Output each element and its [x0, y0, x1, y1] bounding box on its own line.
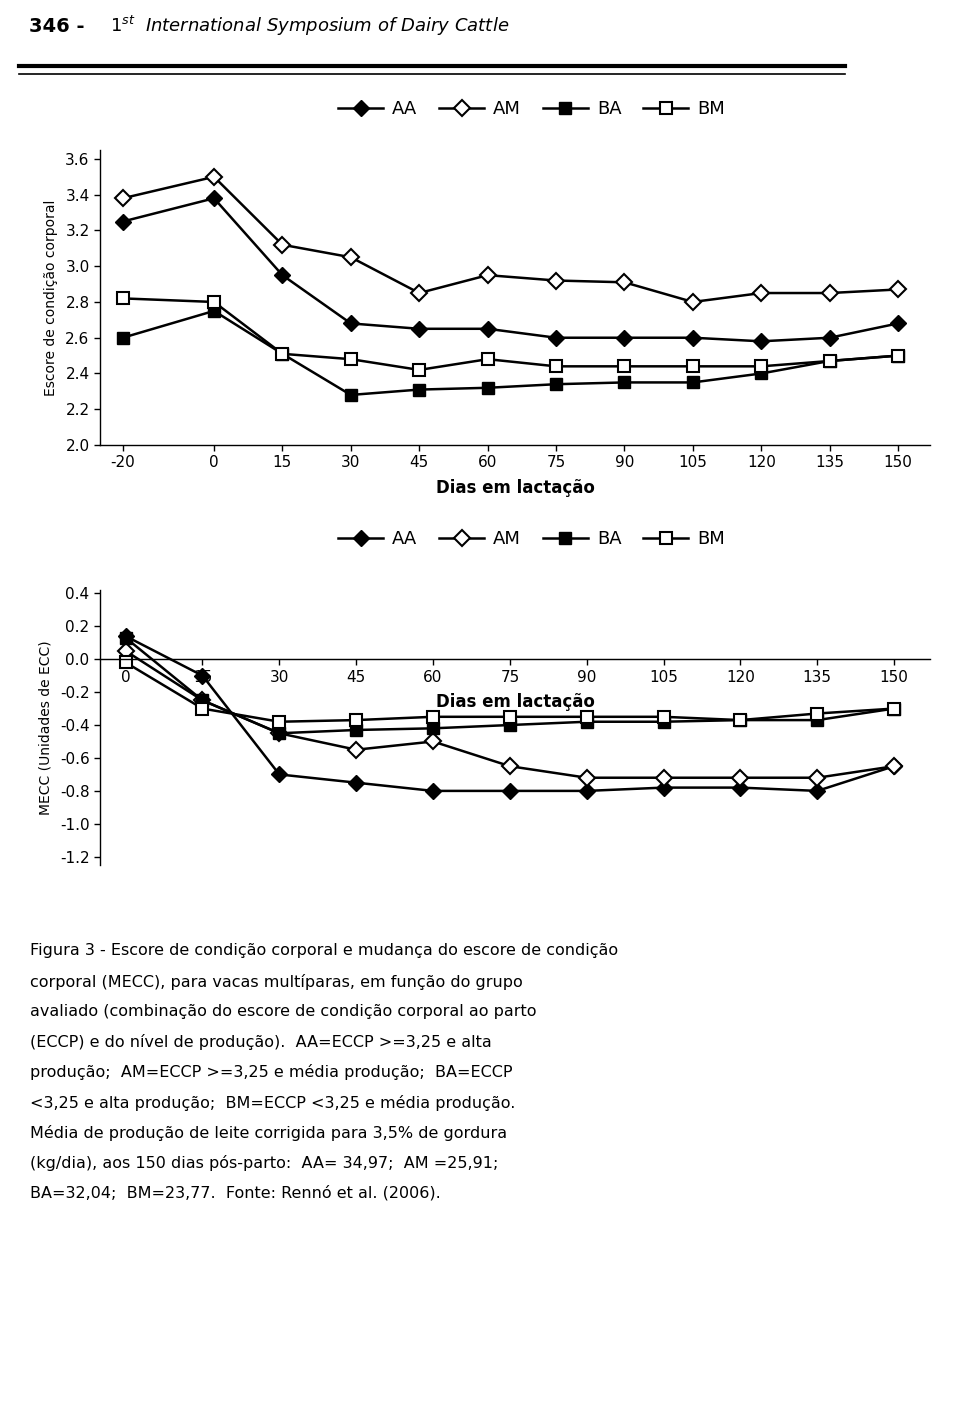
Y-axis label: MECC (Unidades de ECC): MECC (Unidades de ECC) [39, 640, 53, 815]
Text: $\mathit{1^{st}}$  $\mathit{International\ Symposium\ of\ Dairy\ Cattle}$: $\mathit{1^{st}}$ $\mathit{International… [110, 14, 510, 38]
Text: BA=32,04;  BM=23,77.  Fonte: Rennó et al. (2006).: BA=32,04; BM=23,77. Fonte: Rennó et al. … [30, 1185, 441, 1200]
Text: produção;  AM=ECCP >=3,25 e média produção;  BA=ECCP: produção; AM=ECCP >=3,25 e média produçã… [30, 1064, 513, 1080]
X-axis label: Dias em lactação: Dias em lactação [436, 693, 594, 711]
Text: 346 -: 346 - [29, 17, 84, 35]
Legend: AA, AM, BA, BM: AA, AM, BA, BM [338, 530, 725, 548]
Text: avaliado (combinação do escore de condição corporal ao parto: avaliado (combinação do escore de condiç… [30, 1003, 537, 1019]
Y-axis label: Escore de condição corporal: Escore de condição corporal [44, 200, 59, 395]
Text: (kg/dia), aos 150 dias pós-parto:  AA= 34,97;  AM =25,91;: (kg/dia), aos 150 dias pós-parto: AA= 34… [30, 1155, 498, 1170]
X-axis label: Dias em lactação: Dias em lactação [436, 479, 594, 497]
Text: Figura 3 - Escore de condição corporal e mudança do escore de condição: Figura 3 - Escore de condição corporal e… [30, 944, 618, 958]
Text: corporal (MECC), para vacas multíparas, em função do grupo: corporal (MECC), para vacas multíparas, … [30, 973, 523, 989]
Text: Média de produção de leite corrigida para 3,5% de gordura: Média de produção de leite corrigida par… [30, 1125, 507, 1141]
Text: <3,25 e alta produção;  BM=ECCP <3,25 e média produção.: <3,25 e alta produção; BM=ECCP <3,25 e m… [30, 1094, 516, 1111]
Text: (ECCP) e do nível de produção).  AA=ECCP >=3,25 e alta: (ECCP) e do nível de produção). AA=ECCP … [30, 1034, 492, 1050]
Legend: AA, AM, BA, BM: AA, AM, BA, BM [338, 101, 725, 118]
